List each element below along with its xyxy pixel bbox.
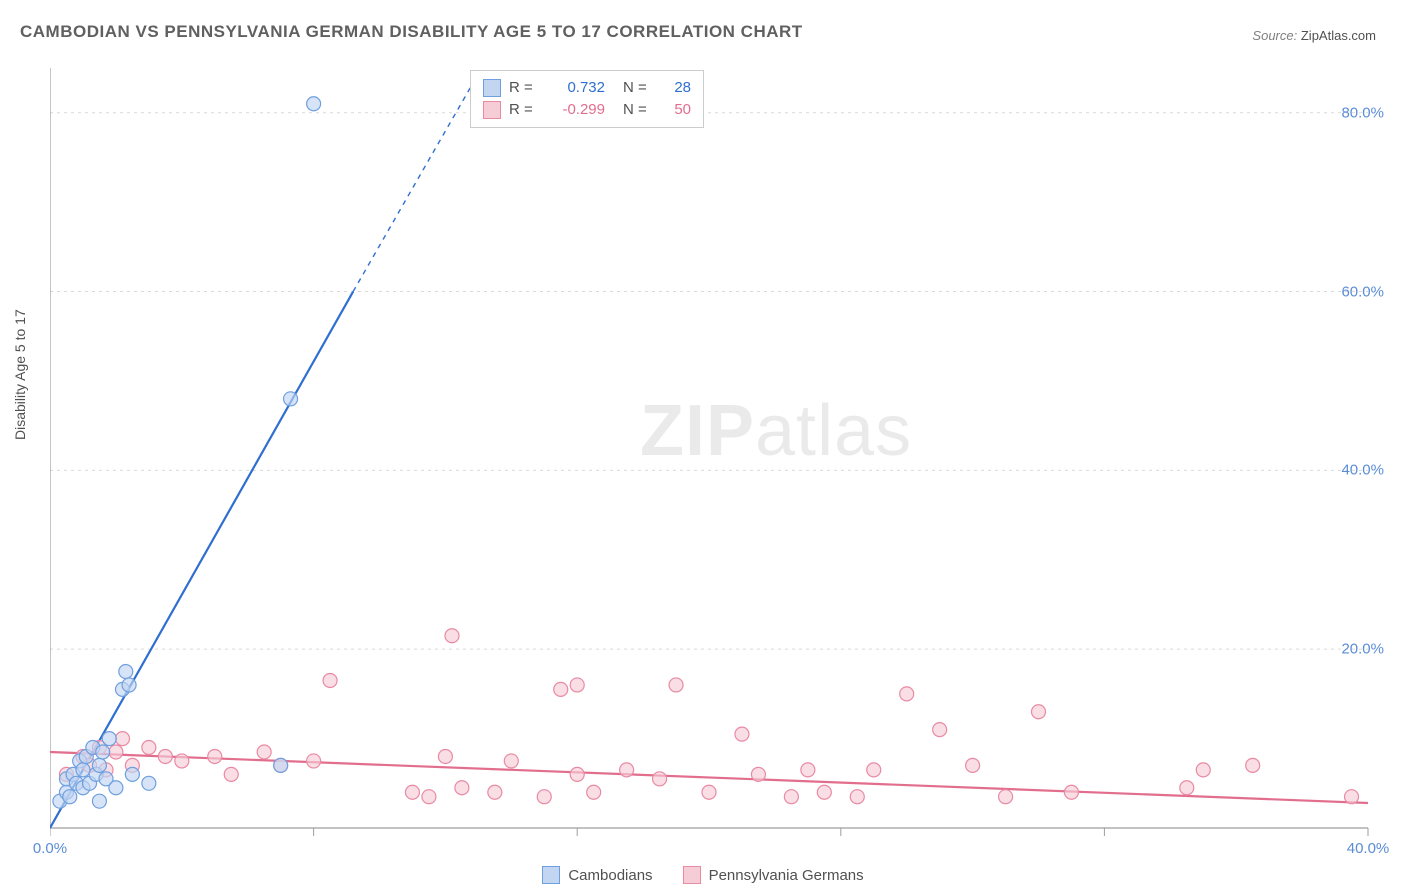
legend-label-pa-germans: Pennsylvania Germans [709,867,864,884]
series-legend: Cambodians Pennsylvania Germans [0,866,1406,884]
legend-item-cambodians: Cambodians [542,866,652,884]
source-value: ZipAtlas.com [1301,28,1376,43]
n-value-cambodians: 28 [661,77,691,99]
n-label: N = [623,99,653,121]
legend-label-cambodians: Cambodians [568,867,652,884]
source-attribution: Source: ZipAtlas.com [1252,28,1376,43]
y-axis-label: Disability Age 5 to 17 [12,309,28,440]
swatch-cambodians [542,866,560,884]
n-value-pa-germans: 50 [661,99,691,121]
x-tick-label: 40.0% [1347,840,1390,857]
y-tick-label: 80.0% [1341,104,1384,121]
r-value-pa-germans: -0.299 [545,99,605,121]
correlation-legend: R = 0.732 N = 28 R = -0.299 N = 50 [470,70,704,128]
y-tick-label: 20.0% [1341,641,1384,658]
y-tick-label: 60.0% [1341,283,1384,300]
swatch-pa-germans [483,101,501,119]
legend-row-cambodians: R = 0.732 N = 28 [483,77,691,99]
swatch-cambodians [483,79,501,97]
r-value-cambodians: 0.732 [545,77,605,99]
chart-title: CAMBODIAN VS PENNSYLVANIA GERMAN DISABIL… [20,22,803,42]
source-label: Source: [1252,28,1297,43]
legend-row-pa-germans: R = -0.299 N = 50 [483,99,691,121]
n-label: N = [623,77,653,99]
swatch-pa-germans [683,866,701,884]
r-label: R = [509,77,537,99]
scatter-plot [50,60,1380,840]
x-tick-label: 0.0% [33,840,67,857]
legend-item-pa-germans: Pennsylvania Germans [683,866,864,884]
r-label: R = [509,99,537,121]
y-tick-label: 40.0% [1341,462,1384,479]
